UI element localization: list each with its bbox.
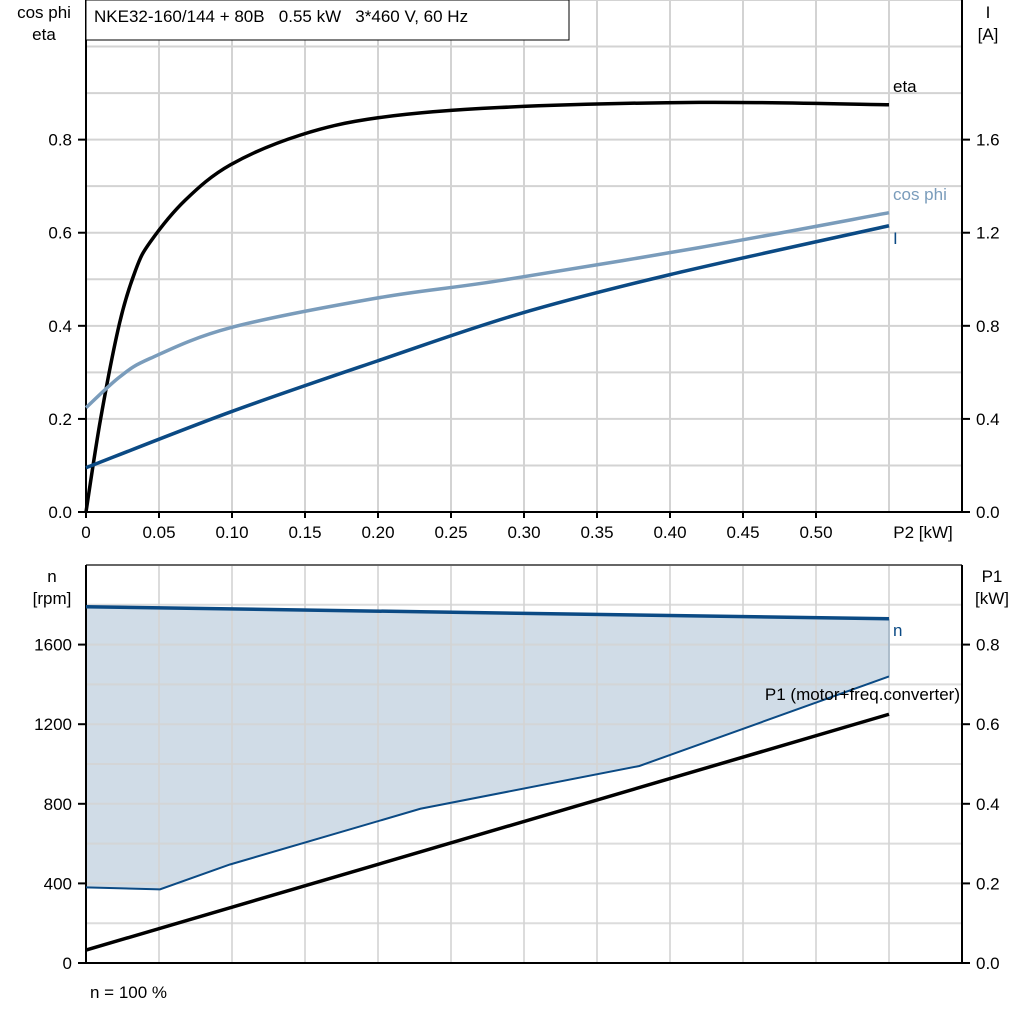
- series-label-eta: eta: [893, 77, 917, 96]
- y-tick-label-right: 0.0: [976, 954, 1000, 973]
- y-tick-label-left: 0.4: [48, 317, 72, 336]
- x-tick-label: 0.05: [142, 523, 175, 542]
- y-tick-label-right: 0.4: [976, 795, 1000, 814]
- series-label-cos-phi: cos phi: [893, 185, 947, 204]
- y-tick-label-left: 0.2: [48, 410, 72, 429]
- y-axis-label-left: n: [47, 567, 56, 586]
- y-tick-label-right: 0.4: [976, 410, 1000, 429]
- y-tick-label-right: 1.2: [976, 224, 1000, 243]
- y-tick-label-left: 0.6: [48, 224, 72, 243]
- series-label-P1: P1 (motor+freq.converter): [765, 685, 960, 704]
- x-tick-label: 0.10: [215, 523, 248, 542]
- y-tick-label-right: 0.0: [976, 503, 1000, 522]
- y-tick-label-left: 0.0: [48, 503, 72, 522]
- series-line-n-lower: [85, 675, 890, 891]
- x-tick-label: 0.35: [580, 523, 613, 542]
- x-tick-label: 0.45: [726, 523, 759, 542]
- y-tick-label-left: 0: [63, 954, 72, 973]
- series-line-eta: [84, 100, 890, 513]
- y-tick-label-left: 800: [44, 795, 72, 814]
- x-tick-label: 0.40: [653, 523, 686, 542]
- y-tick-label-right: 0.6: [976, 715, 1000, 734]
- y-axis-label-right: [A]: [978, 25, 999, 44]
- y-tick-label-left: 400: [44, 874, 72, 893]
- series-label-n: n: [893, 621, 902, 640]
- x-tick-label: 0: [81, 523, 90, 542]
- x-tick-label: 0.50: [799, 523, 832, 542]
- y-tick-label-left: 0.8: [48, 131, 72, 150]
- chart-title: NKE32-160/144 + 80B 0.55 kW 3*460 V, 60 …: [94, 7, 468, 26]
- y-axis-label-left: eta: [32, 25, 56, 44]
- y-tick-label-left: 1600: [34, 636, 72, 655]
- y-axis-label-right: I: [986, 3, 991, 22]
- x-tick-label: 0.30: [507, 523, 540, 542]
- speed-note: n = 100 %: [90, 983, 167, 1002]
- y-axis-label-right: P1: [982, 567, 1003, 586]
- x-tick-label: 0.20: [361, 523, 394, 542]
- y-tick-label-left: 1200: [34, 715, 72, 734]
- y-tick-label-right: 0.2: [976, 874, 1000, 893]
- x-tick-label: 0.25: [434, 523, 467, 542]
- series-line-cos-phi: [84, 210, 890, 410]
- series-line-n: [85, 605, 890, 621]
- series-line-I: [85, 224, 890, 470]
- y-tick-label-right: 1.6: [976, 131, 1000, 150]
- series-line-P1: [85, 712, 890, 952]
- operating-range-area: [86, 606, 889, 890]
- x-axis-label: P2 [kW]: [893, 523, 953, 542]
- y-axis-label-left: cos phi: [17, 3, 71, 22]
- x-tick-label: 0.15: [288, 523, 321, 542]
- y-axis-label-left: [rpm]: [33, 589, 72, 608]
- y-tick-label-right: 0.8: [976, 636, 1000, 655]
- y-tick-label-right: 0.8: [976, 317, 1000, 336]
- y-axis-label-right: [kW]: [975, 589, 1009, 608]
- title-box: [85, 0, 570, 41]
- series-label-I: I: [893, 229, 898, 248]
